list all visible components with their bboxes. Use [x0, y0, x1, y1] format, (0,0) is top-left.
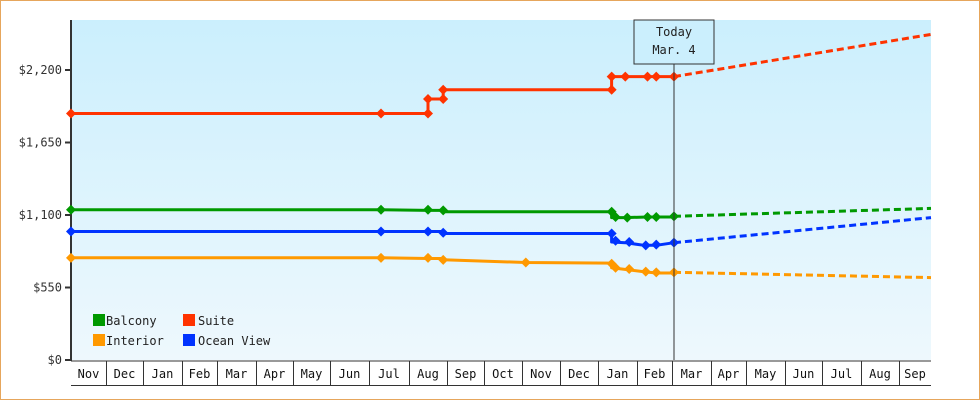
data-point[interactable]	[642, 71, 653, 82]
y-tick-label: $2,200	[19, 63, 62, 77]
legend-swatch-suite	[183, 314, 195, 326]
data-point[interactable]	[423, 108, 433, 119]
data-point[interactable]	[438, 205, 449, 216]
forecast-line	[673, 216, 932, 245]
month-label: Nov	[530, 367, 552, 381]
legend-label: Ocean View	[198, 334, 271, 348]
data-point[interactable]	[438, 94, 449, 104]
month-label: Jun	[793, 367, 815, 381]
month-label: Sep	[904, 367, 926, 381]
y-tick-label: $1,100	[19, 208, 62, 222]
data-point[interactable]	[610, 211, 621, 222]
data-point[interactable]	[606, 84, 617, 95]
legend-swatch-ocean-view	[183, 334, 195, 346]
month-label: Apr	[264, 367, 286, 381]
data-point[interactable]	[606, 71, 617, 82]
data-point[interactable]	[376, 204, 386, 215]
data-point[interactable]	[423, 204, 433, 215]
y-tick-label: $550	[33, 281, 62, 295]
month-label: Sep	[455, 367, 477, 381]
data-point[interactable]	[423, 226, 433, 237]
legend-label: Interior	[106, 334, 164, 348]
data-point[interactable]	[624, 264, 635, 275]
x-axis-months: Nov Dec Jan Feb Mar Apr May Jun Jul Aug Sep Oct Nov D…	[71, 360, 931, 386]
month-label: Jan	[607, 367, 629, 381]
month-label: Dec	[114, 367, 136, 381]
legend-swatch-balcony	[93, 314, 105, 326]
series-suite	[66, 32, 932, 119]
legend-item-suite[interactable]: Suite	[183, 314, 234, 328]
data-point[interactable]	[606, 228, 617, 239]
month-label: Mar	[226, 367, 248, 381]
data-point[interactable]	[624, 237, 635, 248]
data-point[interactable]	[66, 226, 76, 237]
y-tick-label: $1,650	[19, 136, 62, 150]
data-point[interactable]	[640, 266, 651, 277]
month-label: May	[755, 367, 777, 381]
data-point[interactable]	[622, 212, 633, 223]
data-point[interactable]	[651, 239, 662, 250]
month-label: Oct	[492, 367, 514, 381]
data-point[interactable]	[376, 252, 386, 263]
month-label: Jan	[152, 367, 174, 381]
month-label: Dec	[568, 367, 590, 381]
month-label: Apr	[718, 367, 740, 381]
data-point[interactable]	[376, 108, 386, 119]
data-point[interactable]	[640, 240, 651, 251]
y-axis-ticks: $0 $550 $1,100 $1,650 $2,200	[19, 63, 71, 367]
data-point[interactable]	[610, 262, 621, 273]
today-marker: Today Mar. 4	[633, 19, 715, 360]
month-label: Nov	[78, 367, 100, 381]
month-label: Jul	[378, 367, 400, 381]
series-balcony	[66, 204, 932, 223]
month-label: Mar	[681, 367, 703, 381]
legend-label: Suite	[198, 314, 234, 328]
month-label: Jul	[831, 367, 853, 381]
today-date: Mar. 4	[652, 43, 695, 57]
data-point[interactable]	[438, 84, 449, 95]
legend-label: Balcony	[106, 314, 157, 328]
legend: Balcony Suite Interior Ocean View	[93, 314, 271, 348]
data-point[interactable]	[610, 235, 621, 246]
data-point[interactable]	[66, 108, 76, 119]
data-point[interactable]	[642, 211, 653, 222]
series-ocean-view	[66, 216, 932, 251]
month-label: May	[301, 367, 323, 381]
data-point[interactable]	[376, 226, 386, 237]
data-point[interactable]	[651, 71, 662, 82]
data-point[interactable]	[438, 227, 449, 238]
data-point[interactable]	[423, 94, 433, 104]
data-point[interactable]	[651, 211, 662, 222]
forecast-line	[673, 270, 932, 280]
legend-swatch-interior	[93, 334, 105, 346]
data-point[interactable]	[651, 267, 662, 278]
data-point[interactable]	[520, 257, 531, 268]
data-point[interactable]	[66, 204, 76, 215]
data-point[interactable]	[423, 252, 433, 263]
y-tick-label: $0	[48, 353, 62, 367]
data-point[interactable]	[438, 254, 449, 265]
plot-area	[72, 20, 931, 360]
legend-item-interior[interactable]: Interior	[93, 334, 164, 348]
series-lines	[66, 32, 932, 280]
month-label: Feb	[189, 367, 211, 381]
today-label: Today	[656, 25, 692, 39]
legend-item-ocean-view[interactable]: Ocean View	[183, 334, 271, 348]
month-label: Feb	[644, 367, 666, 381]
data-point[interactable]	[620, 71, 631, 82]
legend-item-balcony[interactable]: Balcony	[93, 314, 157, 328]
data-point[interactable]	[66, 252, 76, 263]
month-label: Aug	[417, 367, 439, 381]
forecast-line	[673, 206, 932, 218]
month-label: Aug	[869, 367, 891, 381]
month-label: Jun	[339, 367, 361, 381]
